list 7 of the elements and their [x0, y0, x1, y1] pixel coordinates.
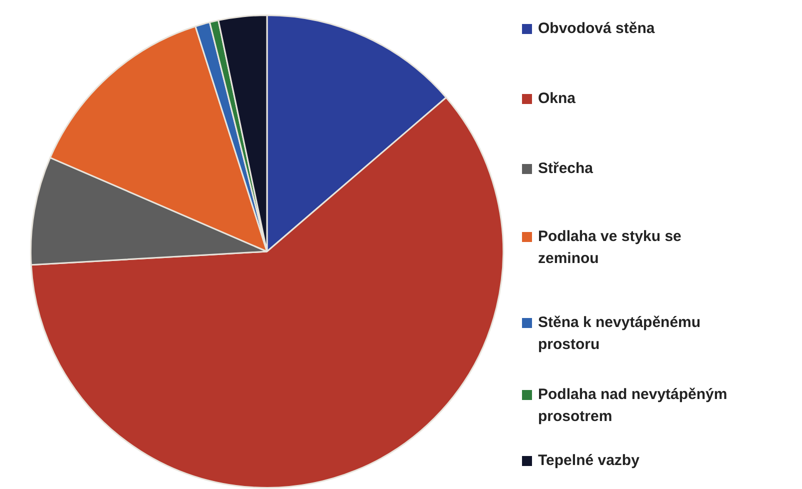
legend-label: Obvodová stěna	[538, 19, 655, 39]
legend-label: Střecha	[538, 159, 594, 179]
legend-label: Podlaha nad nevytápěným prosotrem	[538, 385, 728, 427]
legend-label: Stěna k nevytápěnému prostoru	[538, 313, 702, 355]
legend-label: Podlaha ve styku se zeminou	[538, 227, 682, 269]
legend-label: Okna	[538, 89, 576, 109]
legend-label: Tepelné vazby	[538, 451, 640, 471]
